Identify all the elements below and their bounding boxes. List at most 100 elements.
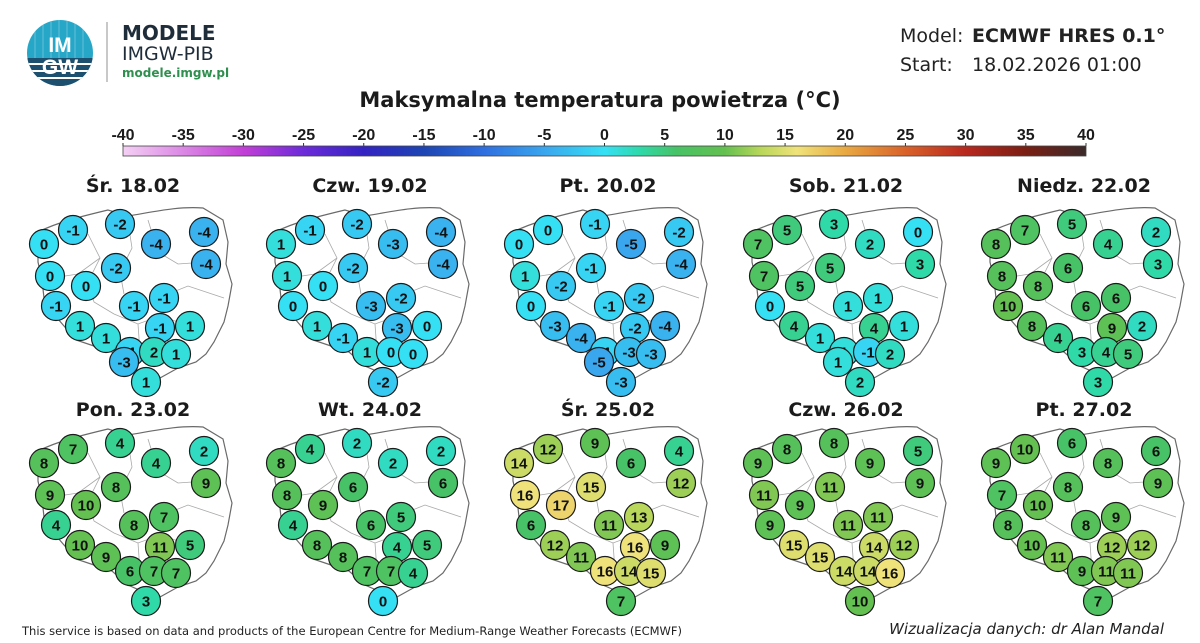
colorbar-tick-label: 35	[1017, 127, 1035, 144]
temperature-marker: -3	[108, 346, 140, 378]
temperature-marker: -4	[665, 248, 697, 280]
temperature-value: 0	[423, 319, 431, 336]
temperature-value: -1	[153, 321, 166, 338]
forecast-panel: 9 8 8 9 5 11 11 9 9 9 11 11 14 15 15 14 14 16 12 10	[742, 426, 947, 617]
temperature-dot	[385, 282, 417, 314]
temperature-marker: 1	[822, 346, 854, 378]
temperature-value: 5	[783, 223, 791, 240]
temperature-value: 16	[597, 564, 614, 581]
temperature-value: 4	[409, 566, 418, 583]
temperature-dot	[1126, 310, 1158, 342]
temperature-marker: 8	[118, 509, 150, 541]
temperature-value: 15	[643, 566, 660, 583]
temperature-value: 0	[409, 347, 417, 364]
colorbar-tick-label: -35	[172, 127, 195, 144]
temperature-dot	[509, 479, 541, 511]
temperature-value: 9	[102, 550, 110, 567]
temperature-marker: 16	[509, 479, 541, 511]
temperature-value: 2	[886, 347, 894, 364]
temperature-dot	[427, 248, 459, 280]
temperature-marker: -2	[663, 216, 695, 248]
temperature-dot	[307, 270, 339, 302]
temperature-marker: 5	[784, 270, 816, 302]
temperature-value: 14	[836, 564, 853, 581]
temperature-marker: -3	[355, 290, 387, 322]
temperature-dot	[605, 585, 637, 617]
temperature-marker: 8	[327, 541, 359, 573]
temperature-value: 7	[754, 237, 762, 254]
temperature-dot	[385, 501, 417, 533]
temperature-marker: -3	[635, 338, 667, 370]
temperature-marker: -3	[613, 336, 645, 368]
temperature-dot	[593, 509, 625, 541]
temperature-marker: 9	[307, 489, 339, 521]
temperature-dot	[1100, 501, 1132, 533]
temperature-dot	[832, 509, 864, 541]
temperature-dot	[108, 346, 140, 378]
temperature-marker: -2	[337, 252, 369, 284]
temperature-marker: 7	[605, 585, 637, 617]
temperature-value: 6	[1064, 261, 1072, 278]
temperature-marker: -2	[100, 252, 132, 284]
temperature-value: 12	[1104, 540, 1121, 557]
temperature-marker: 9	[754, 509, 786, 541]
temperature-value: 8	[992, 237, 1000, 254]
temperature-dot	[888, 529, 920, 561]
temperature-value: 2	[1138, 319, 1146, 336]
temperature-value: -4	[658, 319, 672, 336]
temperature-dot	[64, 529, 96, 561]
temperature-value: 14	[511, 456, 528, 473]
temperature-value: 3	[916, 257, 924, 274]
temperature-value: 8	[40, 456, 48, 473]
temperature-value: 6	[1152, 444, 1160, 461]
temperature-value: 4	[393, 540, 402, 557]
brand-url[interactable]: modele.imgw.pl	[122, 66, 230, 80]
temperature-value: 11	[573, 550, 589, 567]
temperature-marker: 11	[814, 471, 846, 503]
temperature-value: 5	[397, 510, 405, 527]
temperature-value: 8	[783, 442, 791, 459]
temperature-marker: 8	[1070, 509, 1102, 541]
temperature-marker: 2	[874, 338, 906, 370]
colorbar-tick-label: -10	[473, 127, 496, 144]
temperature-dot	[778, 310, 810, 342]
temperature-marker: 9	[649, 529, 681, 561]
temperature-marker: -1	[327, 322, 359, 354]
temperature-dot	[593, 290, 625, 322]
chart-title: Maksymalna temperatura powietrza (°C)	[359, 88, 841, 112]
temperature-marker: 8	[271, 479, 303, 511]
temperature-value: 10	[1030, 498, 1047, 515]
temperature-value: 2	[1152, 225, 1160, 242]
temperature-marker: 0	[367, 585, 399, 617]
temperature-marker: 4	[294, 433, 326, 465]
temperature-dot	[265, 228, 297, 260]
temperature-value: 9	[319, 498, 327, 515]
temperature-value: 7	[69, 442, 77, 459]
temperature-dot	[1009, 214, 1041, 246]
imgw-logo: IM GW	[27, 20, 93, 86]
colorbar-tick-label: 30	[957, 127, 975, 144]
temperature-marker: 11	[862, 501, 894, 533]
model-value: ECMWF HRES 0.1°	[972, 25, 1166, 47]
temperature-marker: 9	[90, 541, 122, 573]
temperature-marker: 0	[397, 338, 429, 370]
temperature-dot	[1092, 228, 1124, 260]
temperature-marker: 11	[1090, 555, 1122, 587]
temperature-marker: 6	[337, 471, 369, 503]
temperature-value: 8	[112, 480, 120, 497]
temperature-dot	[663, 435, 695, 467]
temperature-dot	[294, 433, 326, 465]
temperature-value: 9	[46, 488, 54, 505]
temperature-marker: 9	[34, 479, 66, 511]
temperature-marker: 6	[1056, 427, 1088, 459]
logo-text-bottom: GW	[42, 56, 78, 79]
temperature-dot	[34, 479, 66, 511]
temperature-marker: 15	[804, 541, 836, 573]
temperature-marker: 11	[1042, 541, 1074, 573]
temperature-dot	[742, 228, 774, 260]
temperature-marker: 0	[307, 270, 339, 302]
temperature-value: 0	[544, 223, 552, 240]
temperature-value: 1	[76, 319, 84, 336]
temperature-value: -4	[574, 331, 588, 348]
temperature-marker: -2	[367, 366, 399, 398]
